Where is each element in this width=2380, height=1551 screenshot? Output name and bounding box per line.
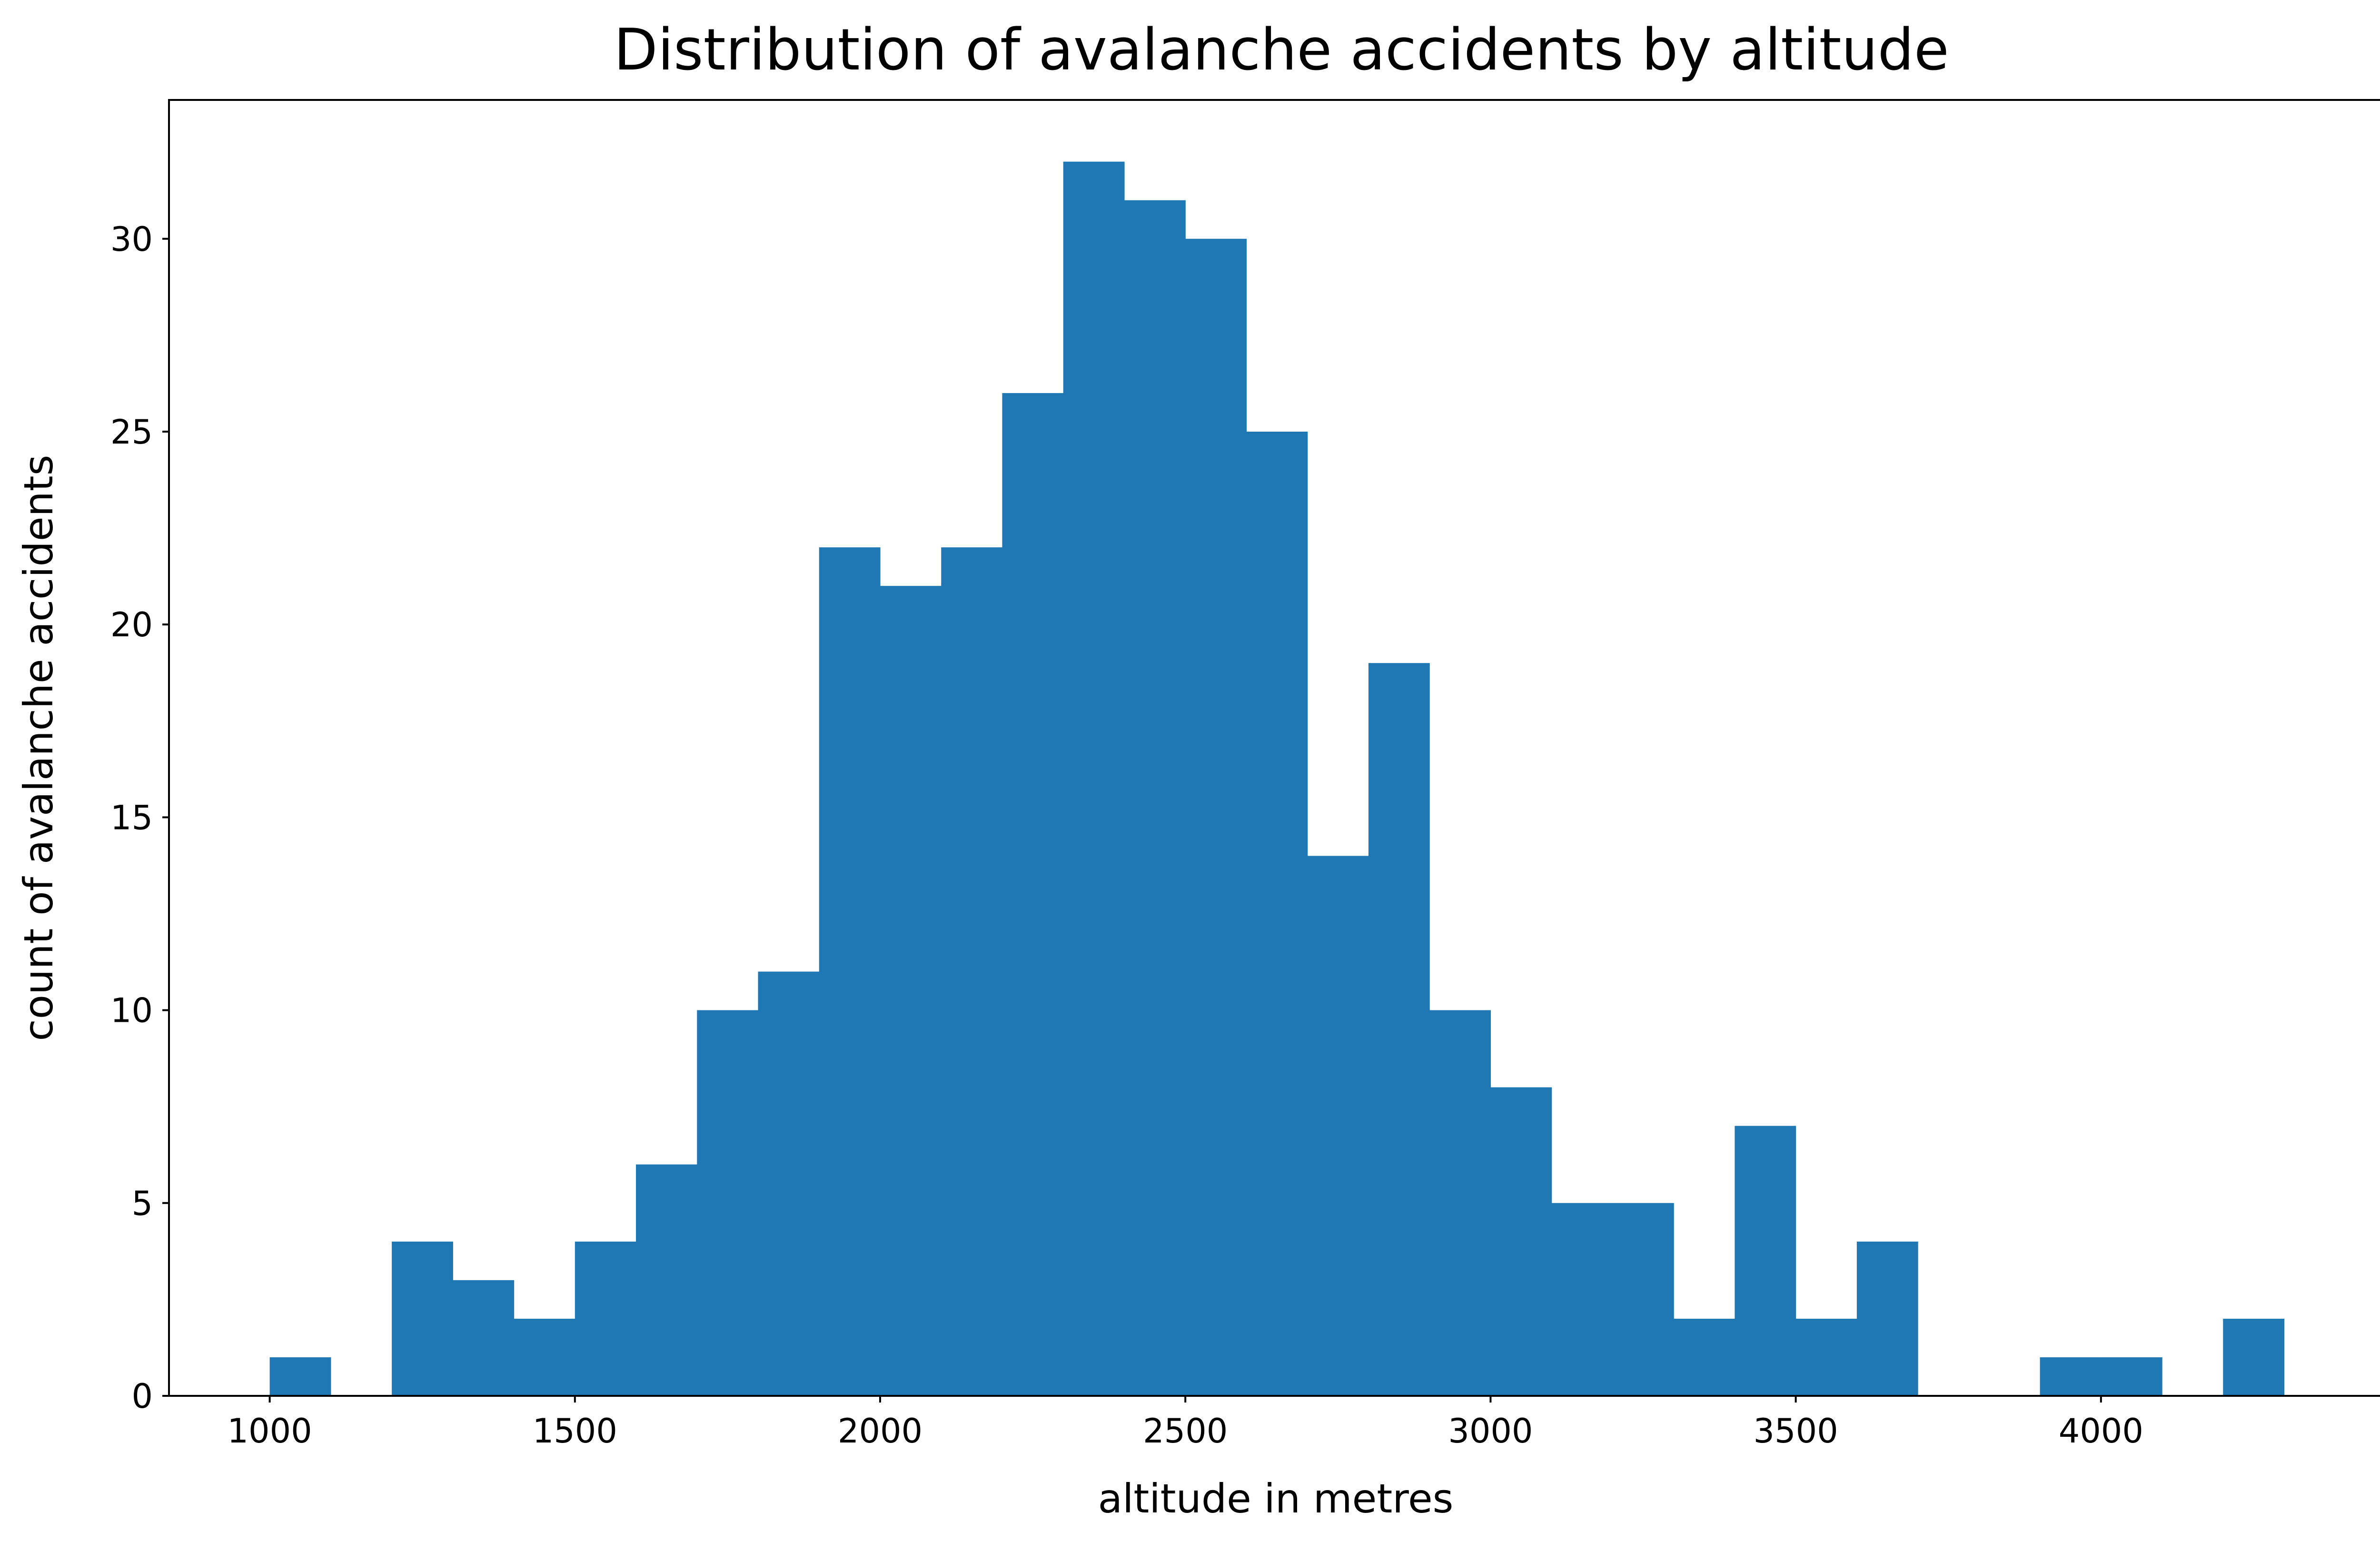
plot-area-frame [168,99,2380,1397]
histogram-bar [941,547,1003,1396]
y-tick-label: 10 [110,991,153,1030]
histogram-bar [1185,238,1247,1396]
histogram-bar [636,1164,697,1396]
histogram-bar [514,1318,575,1396]
y-tick-label: 5 [131,1184,153,1223]
histogram-bars [269,161,2285,1396]
y-tick-label: 30 [110,220,153,259]
x-tick-label: 1500 [533,1412,617,1451]
histogram-bar [575,1241,636,1396]
y-tick-label: 15 [110,798,153,837]
histogram-bar [1368,663,1430,1396]
histogram-bar [1063,161,1125,1396]
x-axis-ticks: 1000 1500 2000 2500 3000 3500 4000 [228,1396,2143,1451]
x-tick-label: 2000 [838,1412,922,1451]
y-tick-label: 0 [131,1377,153,1416]
histogram-bar [269,1357,331,1396]
histogram-bar [880,586,942,1396]
histogram-bar [1856,1241,1918,1396]
chart-title: Distribution of avalanche accidents by a… [614,17,1949,83]
y-axis-label: count of avalanche accidents [15,455,62,1041]
histogram-bar [1246,431,1308,1396]
x-tick-label: 2500 [1143,1412,1228,1451]
histogram-bar [2040,1357,2102,1396]
histogram-bar [392,1241,453,1396]
histogram-bar [1735,1126,1796,1396]
x-tick-label: 4000 [2059,1412,2143,1451]
x-tick-label: 3500 [1754,1412,1838,1451]
histogram-bar [1429,1010,1491,1396]
histogram-bar [819,547,881,1396]
x-tick-label: 1000 [228,1412,312,1451]
histogram-bar [1612,1203,1674,1396]
histogram-bar [2223,1318,2285,1396]
x-axis-label: altitude in metres [1098,1475,1454,1522]
histogram-bar [2101,1357,2162,1396]
histogram-bar [697,1010,759,1396]
histogram-bar [758,971,820,1396]
y-tick-label: 20 [110,605,153,644]
histogram-bar [1674,1318,1735,1396]
y-tick-label: 25 [110,413,153,452]
histogram-bar [1551,1203,1613,1396]
histogram-bar [1795,1318,1857,1396]
y-axis-ticks: 0 5 10 15 20 25 30 [110,220,169,1416]
histogram-bar [1124,200,1186,1396]
histogram-bar [1490,1087,1552,1396]
histogram-bar [453,1280,515,1396]
histogram-bar [1002,393,1064,1396]
histogram-bar [1307,856,1369,1396]
x-tick-label: 3000 [1448,1412,1533,1451]
